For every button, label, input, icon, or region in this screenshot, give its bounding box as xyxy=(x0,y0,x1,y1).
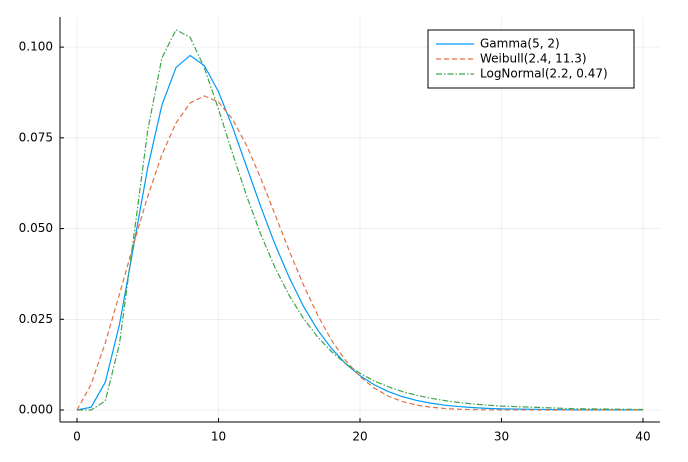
x-tick-label: 20 xyxy=(352,430,367,444)
y-tick-label: 0.100 xyxy=(19,40,53,54)
y-tick-label: 0.000 xyxy=(19,403,53,417)
x-tick-label: 10 xyxy=(211,430,226,444)
y-tick-label: 0.025 xyxy=(19,312,53,326)
legend-label: LogNormal(2.2, 0.47) xyxy=(480,67,608,81)
x-tick-label: 0 xyxy=(73,430,81,444)
series-line xyxy=(76,28,644,411)
legend-label: Weibull(2.4, 11.3) xyxy=(480,52,587,66)
x-tick-label: 40 xyxy=(635,430,650,444)
y-tick-label: 0.050 xyxy=(19,221,53,235)
x-tick-label: 30 xyxy=(494,430,509,444)
y-tick-label: 0.075 xyxy=(19,130,53,144)
series-line xyxy=(76,54,644,411)
legend-label: Gamma(5, 2) xyxy=(480,37,560,51)
series-line xyxy=(76,95,644,411)
